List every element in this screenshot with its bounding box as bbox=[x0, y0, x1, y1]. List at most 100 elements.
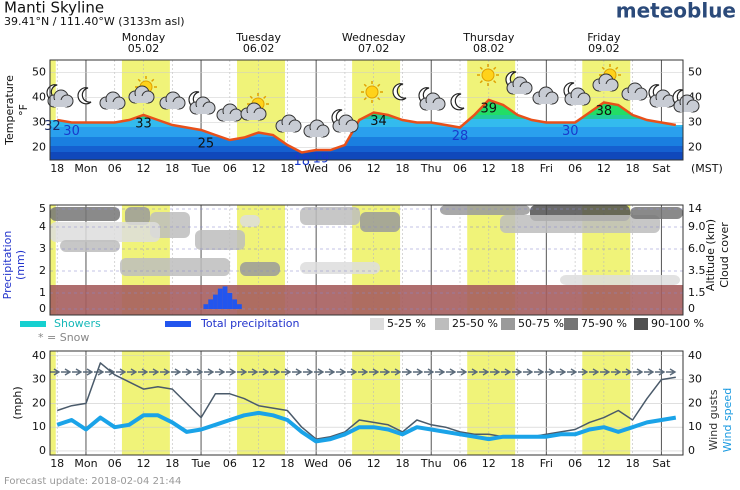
x-tick-label: Sat bbox=[652, 162, 671, 175]
panel-frame bbox=[49, 59, 684, 161]
x-tick-label: Thu bbox=[420, 162, 442, 175]
x-tick-label: 18 bbox=[626, 162, 640, 175]
y-tick-label: 30 bbox=[32, 373, 46, 386]
cloud-icon bbox=[621, 82, 648, 101]
x-tick-label: 06 bbox=[568, 162, 582, 175]
wind-line bbox=[56, 362, 676, 440]
wind-direction-arrow bbox=[325, 368, 336, 376]
cloud-icon bbox=[419, 92, 446, 111]
day-name: Wednesday bbox=[342, 31, 406, 44]
wind-direction-arrow bbox=[303, 368, 314, 376]
day-date: 05.02 bbox=[128, 42, 160, 55]
y-tick-label: 40 bbox=[32, 91, 46, 104]
wind-line bbox=[56, 410, 677, 444]
temperature-band bbox=[50, 137, 683, 146]
temperature-band bbox=[50, 119, 683, 127]
wind-direction-arrow bbox=[182, 368, 193, 376]
x-tick-label: 06 bbox=[338, 162, 352, 175]
x-tick-label: Sat bbox=[652, 457, 671, 470]
legend-label: Showers bbox=[54, 317, 101, 330]
y2-tick-label: 3.5 bbox=[688, 264, 706, 277]
temperature-label: 38 bbox=[596, 104, 613, 119]
cloud-icon bbox=[275, 114, 302, 133]
y2-tick-label: 9.0 bbox=[688, 220, 706, 233]
x-tick-label: 12 bbox=[367, 162, 381, 175]
wind-direction-arrow bbox=[248, 368, 259, 376]
cloud-legend-swatch bbox=[564, 318, 578, 330]
precipitation-bar bbox=[213, 294, 218, 309]
cloud-base bbox=[656, 100, 669, 107]
daylight-band bbox=[121, 351, 170, 455]
y2-tick-label: 30 bbox=[688, 116, 702, 129]
y2-tick-label: 1.5 bbox=[688, 286, 706, 299]
y-tick-label: 20 bbox=[32, 141, 46, 154]
y-tick-label: 50 bbox=[32, 66, 46, 79]
precipitation-bar bbox=[227, 293, 233, 309]
cloud-cover bbox=[50, 207, 120, 221]
wind-direction-arrow bbox=[347, 368, 358, 376]
wind-direction-arrow bbox=[655, 368, 666, 376]
sun-icon bbox=[365, 85, 379, 99]
wind-direction-arrow bbox=[424, 368, 435, 376]
wind-direction-arrow bbox=[72, 368, 83, 376]
series-label: Wind speed bbox=[721, 388, 734, 452]
wind-direction-arrow bbox=[501, 368, 512, 376]
brand-logo: meteoblue bbox=[616, 0, 736, 23]
wind-direction-arrow bbox=[556, 368, 567, 376]
wind-direction-arrow bbox=[402, 368, 413, 376]
wind-direction-arrow bbox=[226, 368, 237, 376]
cloud-icon bbox=[564, 87, 591, 106]
cloud-base bbox=[426, 103, 439, 110]
precipitation-bar bbox=[222, 286, 228, 309]
x-tick-label: 12 bbox=[137, 162, 151, 175]
x-tick-label: 18 bbox=[511, 457, 525, 470]
temperature-band bbox=[50, 152, 683, 160]
sun-ray bbox=[493, 80, 497, 84]
cloud-base bbox=[628, 93, 641, 100]
cloud-cover bbox=[50, 222, 160, 242]
sun-ray bbox=[377, 83, 381, 87]
wind-direction-arrow bbox=[446, 368, 457, 376]
wind-direction-arrow bbox=[292, 368, 303, 376]
x-tick-label: 12 bbox=[597, 162, 611, 175]
wind-direction-arrow bbox=[215, 368, 226, 376]
y2-tick-label: 0 bbox=[688, 444, 695, 457]
daylight-band bbox=[50, 351, 56, 455]
y2-tick-label: 40 bbox=[688, 349, 702, 362]
cloud-base bbox=[54, 100, 67, 107]
x-tick-label: 06 bbox=[453, 162, 467, 175]
precipitation-bar bbox=[237, 304, 242, 309]
x-tick-label: 12 bbox=[597, 457, 611, 470]
wind-direction-arrow bbox=[578, 368, 589, 376]
y-tick-label: 4 bbox=[39, 220, 46, 233]
wind-direction-arrow bbox=[435, 368, 446, 376]
wind-direction-arrow bbox=[237, 368, 248, 376]
cloud-base bbox=[135, 96, 148, 103]
temperature-label: 28 bbox=[452, 129, 469, 144]
x-tick-label: Fri bbox=[540, 457, 553, 470]
x-tick-label: Mon bbox=[74, 162, 97, 175]
moon-icon bbox=[77, 87, 92, 105]
x-tick-label: 06 bbox=[108, 162, 122, 175]
temperature-label: 18 bbox=[293, 154, 310, 169]
y2-tick-label: 30 bbox=[688, 373, 702, 386]
precipitation-bar bbox=[232, 299, 238, 309]
cloud-cover bbox=[125, 207, 150, 225]
y-tick-label: 3 bbox=[39, 242, 46, 255]
sun-ray bbox=[137, 78, 141, 82]
precipitation-bar bbox=[203, 304, 209, 309]
wind-direction-arrow bbox=[61, 368, 72, 376]
wind-direction-arrow bbox=[171, 368, 182, 376]
y-axis-unit: (mm) bbox=[14, 250, 27, 280]
legend-label: Total precipitation bbox=[200, 317, 300, 330]
x-tick-label: 18 bbox=[511, 162, 525, 175]
x-tick-label: 06 bbox=[223, 162, 237, 175]
cloud-cover bbox=[500, 215, 660, 233]
cloud-legend-swatch bbox=[370, 318, 384, 330]
wind-direction-arrow bbox=[369, 368, 380, 376]
cloud-icon bbox=[303, 119, 330, 138]
cloud-icon bbox=[506, 76, 533, 95]
cloud-icon bbox=[532, 86, 559, 105]
precipitation-bar bbox=[208, 299, 214, 309]
